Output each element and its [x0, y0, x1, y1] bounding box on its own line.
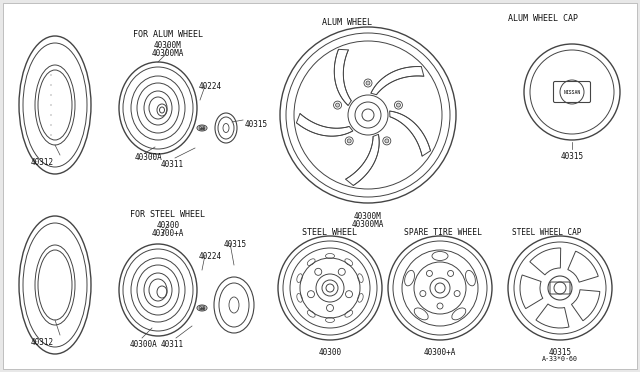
Text: 40315: 40315 [561, 152, 584, 161]
Circle shape [366, 81, 370, 85]
Text: 40300MA: 40300MA [352, 220, 384, 229]
Text: 40300MA: 40300MA [152, 49, 184, 58]
Text: A·33*0·60: A·33*0·60 [542, 356, 578, 362]
Wedge shape [530, 248, 561, 275]
Text: 40300: 40300 [156, 221, 180, 230]
Text: 40312: 40312 [31, 158, 54, 167]
Polygon shape [334, 49, 351, 106]
Wedge shape [572, 290, 600, 321]
Text: 40300+A: 40300+A [152, 229, 184, 238]
Polygon shape [296, 113, 353, 136]
Text: STEEL WHEEL CAP: STEEL WHEEL CAP [512, 228, 581, 237]
Text: 40315: 40315 [245, 120, 268, 129]
Polygon shape [390, 111, 431, 156]
Text: 40300: 40300 [319, 348, 342, 357]
Text: SPARE TIRE WHEEL: SPARE TIRE WHEEL [404, 228, 482, 237]
Text: 40311: 40311 [161, 160, 184, 169]
Text: 40315: 40315 [223, 240, 246, 249]
Text: FOR STEEL WHEEL: FOR STEEL WHEEL [131, 210, 205, 219]
Text: 40311: 40311 [161, 340, 184, 349]
Polygon shape [346, 134, 379, 186]
Wedge shape [520, 275, 543, 309]
Text: ALUM WHEEL: ALUM WHEEL [322, 18, 372, 27]
Polygon shape [371, 67, 424, 95]
Text: 40300+A: 40300+A [424, 348, 456, 357]
Text: 40312: 40312 [31, 338, 54, 347]
Circle shape [335, 103, 340, 107]
Text: FOR ALUM WHEEL: FOR ALUM WHEEL [133, 30, 203, 39]
Text: NISSAN: NISSAN [563, 90, 580, 94]
Text: 40300M: 40300M [154, 41, 182, 50]
Text: ALUM WHEEL CAP: ALUM WHEEL CAP [508, 14, 578, 23]
Text: 40315: 40315 [548, 348, 572, 357]
Text: STEEL WHEEL: STEEL WHEEL [302, 228, 357, 237]
Circle shape [347, 139, 351, 143]
Text: 40224: 40224 [198, 252, 221, 261]
Circle shape [385, 139, 389, 143]
Text: 40300M: 40300M [354, 212, 382, 221]
Text: 40224: 40224 [198, 82, 221, 91]
Text: 40300A: 40300A [130, 340, 157, 349]
Wedge shape [568, 251, 598, 282]
Wedge shape [536, 304, 569, 328]
Text: 40300A: 40300A [135, 153, 163, 162]
Circle shape [396, 103, 401, 107]
